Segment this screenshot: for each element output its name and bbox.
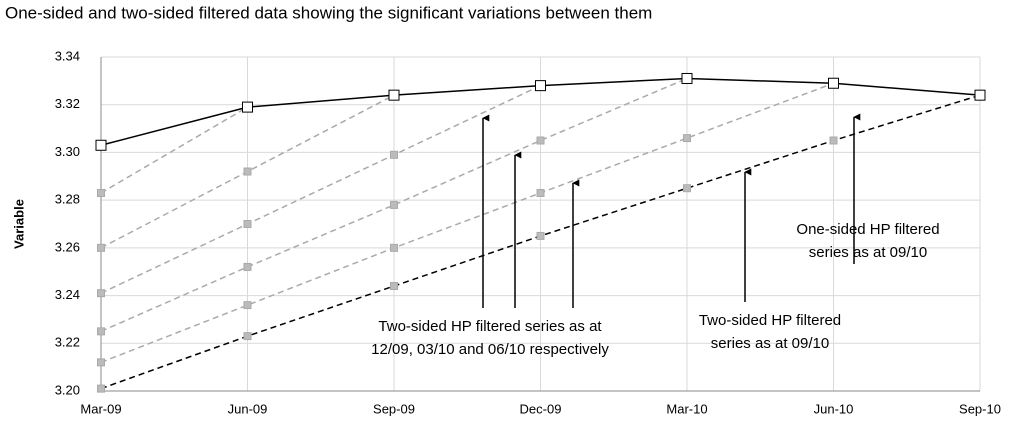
marker <box>97 358 105 367</box>
chart-title: One-sided and two-sided filtered data sh… <box>5 3 652 22</box>
y-tick-label: 3.34 <box>55 48 80 63</box>
marker <box>535 80 546 92</box>
marker <box>243 332 252 341</box>
marker <box>97 327 105 336</box>
x-tick-label: Sep-10 <box>959 401 1001 416</box>
marker <box>681 72 693 84</box>
series-line <box>100 84 541 294</box>
annotation: series as at 09/10 <box>711 335 829 352</box>
marker <box>390 243 398 252</box>
plot-area: 3.20 3.22 3.24 3.26 3.28 3.30 3.32 3.34 Mar-09 Ju… <box>55 48 1001 416</box>
marker <box>683 134 691 143</box>
marker <box>97 243 105 252</box>
marker <box>536 231 545 240</box>
marker <box>536 188 545 197</box>
marker <box>243 167 252 176</box>
x-tick-label: Jun-09 <box>228 401 268 416</box>
x-tick-label: Jun-10 <box>814 401 854 416</box>
marker <box>97 188 105 197</box>
series-line <box>100 82 834 364</box>
annotation: 12/09, 03/10 and 06/10 respectively <box>371 341 609 358</box>
marker <box>243 301 252 310</box>
series-line <box>100 106 248 194</box>
marker <box>829 136 838 145</box>
marker <box>828 77 839 89</box>
x-tick-label: Mar-10 <box>666 401 707 416</box>
y-tick-label: 3.32 <box>55 96 80 111</box>
annotation: Two-sided HP filtered <box>699 312 841 329</box>
annotation: One-sided HP filtered <box>796 221 939 238</box>
marker <box>388 89 400 101</box>
marker <box>390 282 398 291</box>
x-tick-label: Sep-09 <box>373 401 415 416</box>
series-line <box>100 77 688 333</box>
marker <box>390 150 398 159</box>
marker <box>243 262 252 271</box>
y-tick-label: 3.24 <box>55 287 80 302</box>
marker <box>243 220 252 228</box>
marker <box>97 289 105 298</box>
marker <box>242 101 253 113</box>
x-tick-label: Dec-09 <box>520 401 562 416</box>
y-tick-label: 3.30 <box>55 144 80 159</box>
marker <box>390 200 398 209</box>
y-tick-label: 3.20 <box>55 382 80 397</box>
marker <box>683 184 691 193</box>
y-tick-label: 3.28 <box>55 192 80 207</box>
annotation: series as at 09/10 <box>809 244 927 261</box>
annotation: Two-sided HP filtered series as at <box>378 318 602 335</box>
marker <box>95 139 107 151</box>
marker <box>97 384 105 393</box>
x-tick-label: Mar-09 <box>80 401 121 416</box>
annotation-arrows <box>482 113 861 308</box>
y-axis-label: Variable <box>11 199 26 249</box>
marker <box>536 136 545 145</box>
y-tick-label: 3.26 <box>55 239 80 254</box>
marker <box>974 89 986 101</box>
y-tick-label: 3.22 <box>55 335 80 350</box>
